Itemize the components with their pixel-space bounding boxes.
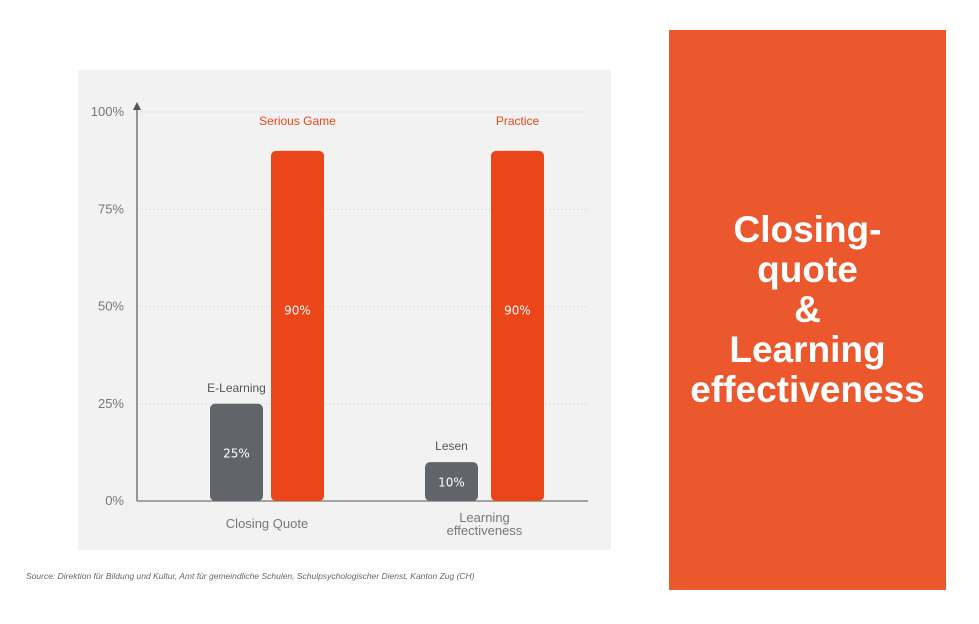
y-tick-label: 100% (91, 104, 125, 119)
bar (491, 150, 544, 501)
y-tick-label: 75% (98, 201, 124, 216)
y-tick-label: 25% (98, 396, 124, 411)
bar (271, 150, 324, 501)
bar-series-label: Lesen (435, 439, 468, 453)
bar (210, 403, 263, 501)
y-tick-label: 0% (105, 493, 124, 508)
bar-series-label: E-Learning (207, 381, 266, 395)
source-note: Source: Direktion für Bildung und Kultur… (26, 571, 475, 581)
bar-series-label: Serious Game (259, 114, 336, 128)
bar-value-label: 10% (438, 476, 465, 490)
bar-value-label: 90% (504, 303, 531, 317)
bar-value-label: 90% (284, 303, 311, 317)
x-category-label: Closing Quote (226, 516, 308, 531)
bar-chart: 0% 25% 50% 75% 100% 25% E-Learning 90% Serious G… (91, 102, 588, 538)
side-title: Closing- quote & Learning effectiveness (690, 209, 925, 410)
y-axis-arrow (133, 102, 141, 110)
x-category-label: effectiveness (447, 523, 523, 538)
bar (425, 462, 478, 501)
bar-value-label: 25% (223, 446, 250, 460)
side-panel: Closing- quote & Learning effectiveness (669, 30, 946, 590)
y-tick-label: 50% (98, 299, 124, 314)
x-category-label: Learning (459, 510, 510, 525)
bar-series-label: Practice (496, 114, 540, 128)
